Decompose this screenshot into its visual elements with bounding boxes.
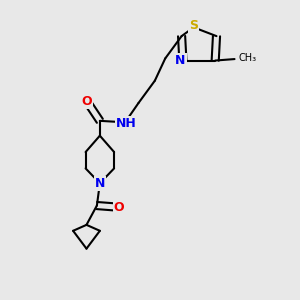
Text: N: N xyxy=(175,54,186,67)
Text: S: S xyxy=(189,20,198,32)
Text: O: O xyxy=(82,95,92,108)
Text: O: O xyxy=(114,200,124,214)
Text: NH: NH xyxy=(116,117,137,130)
Text: N: N xyxy=(95,177,105,190)
Text: CH₃: CH₃ xyxy=(238,53,256,63)
